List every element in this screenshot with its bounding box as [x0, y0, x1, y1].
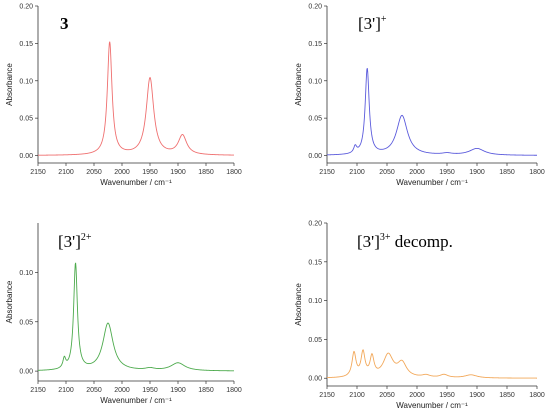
y-tick-label: 0.20: [308, 4, 322, 11]
y-tick-label: 0.00: [19, 153, 33, 160]
x-axis-label: Wavenumber / cm⁻¹: [100, 178, 172, 187]
y-tick-label: 0.05: [308, 337, 322, 344]
x-tick-label: 2000: [114, 387, 130, 394]
y-tick-label: 0.10: [19, 270, 33, 277]
y-tick-label: 0.15: [308, 41, 322, 48]
y-tick-label: 0.00: [19, 369, 33, 376]
spectrum-panel-2: 2150 2100 2050 2000 1950 1900 1850 1800 0.00 0.05…: [294, 4, 545, 188]
x-tick-label: 1950: [439, 392, 455, 399]
spectrum-panel-4: 2150 2100 2050 2000 1950 1900 1850 1800 0.00 0.05…: [294, 221, 545, 411]
x-tick-label: 2050: [86, 387, 102, 394]
x-tick-label: 1900: [170, 387, 186, 394]
y-tick-label: 0.20: [19, 4, 33, 11]
x-axis-label: Wavenumber / cm⁻¹: [100, 396, 172, 405]
x-tick-label: 2100: [349, 392, 365, 399]
y-tick-label: 0.00: [308, 376, 322, 383]
panel-title: 3: [60, 14, 69, 33]
y-tick-label: 0.05: [19, 319, 33, 326]
x-tick-label: 2150: [30, 169, 46, 176]
spectrum-panel-1: 2150 2100 2050 2000 1950 1900 1850 1800 0.00 0.05…: [5, 4, 242, 188]
x-tick-label: 2100: [349, 169, 365, 176]
x-axis-label: Wavenumber / cm⁻¹: [396, 178, 468, 187]
x-tick-label: 1800: [226, 169, 242, 176]
y-tick-label: 0.10: [308, 298, 322, 305]
x-tick-label: 1850: [499, 169, 515, 176]
x-tick-label: 1900: [170, 169, 186, 176]
panel-title: [3']3+ decomp.: [357, 232, 453, 251]
x-tick-label: 1800: [529, 392, 545, 399]
x-tick-label: 2100: [58, 387, 74, 394]
panel-title: [3']+: [358, 14, 387, 33]
x-tick-label: 2050: [379, 169, 395, 176]
y-tick-label: 0.05: [308, 116, 322, 123]
y-axis-label: Absorbance: [294, 283, 303, 326]
spectrum-line: [326, 68, 538, 156]
x-tick-label: 1900: [469, 169, 485, 176]
x-tick-label: 2000: [409, 169, 425, 176]
x-tick-label: 1950: [142, 169, 158, 176]
x-tick-label: 2050: [379, 392, 395, 399]
panel-title: [3']2+: [58, 232, 92, 251]
spectrum-line: [37, 262, 235, 372]
x-tick-label: 1850: [499, 392, 515, 399]
x-tick-label: 2150: [319, 169, 335, 176]
x-tick-label: 1800: [529, 169, 545, 176]
spectrum-line: [37, 41, 234, 156]
y-tick-label: 0.20: [308, 221, 322, 228]
x-tick-label: 1800: [226, 387, 242, 394]
spectrum-panel-3: 2150 2100 2050 2000 1950 1900 1850 1800 0.00 0.05…: [5, 223, 242, 405]
y-axis-label: Absorbance: [294, 63, 303, 106]
y-tick-label: 0.15: [308, 259, 322, 266]
x-tick-label: 2000: [409, 392, 425, 399]
y-tick-label: 0.15: [19, 41, 33, 48]
x-tick-label: 1900: [469, 392, 485, 399]
x-axis-label: Wavenumber / cm⁻¹: [396, 401, 468, 410]
x-tick-label: 1850: [198, 169, 214, 176]
x-tick-label: 2100: [58, 169, 74, 176]
y-axis-label: Absorbance: [5, 280, 14, 323]
x-tick-label: 2150: [30, 387, 46, 394]
x-tick-label: 2050: [86, 169, 102, 176]
x-tick-label: 1950: [439, 169, 455, 176]
y-tick-label: 0.10: [308, 78, 322, 85]
y-tick-label: 0.10: [19, 78, 33, 85]
y-tick-label: 0.00: [308, 153, 322, 160]
x-tick-label: 2150: [319, 392, 335, 399]
x-tick-label: 2000: [114, 169, 130, 176]
y-tick-label: 0.05: [19, 116, 33, 123]
x-tick-label: 1950: [142, 387, 158, 394]
x-tick-label: 1850: [198, 387, 214, 394]
y-axis-label: Absorbance: [5, 63, 14, 106]
spectrum-line: [326, 349, 537, 379]
